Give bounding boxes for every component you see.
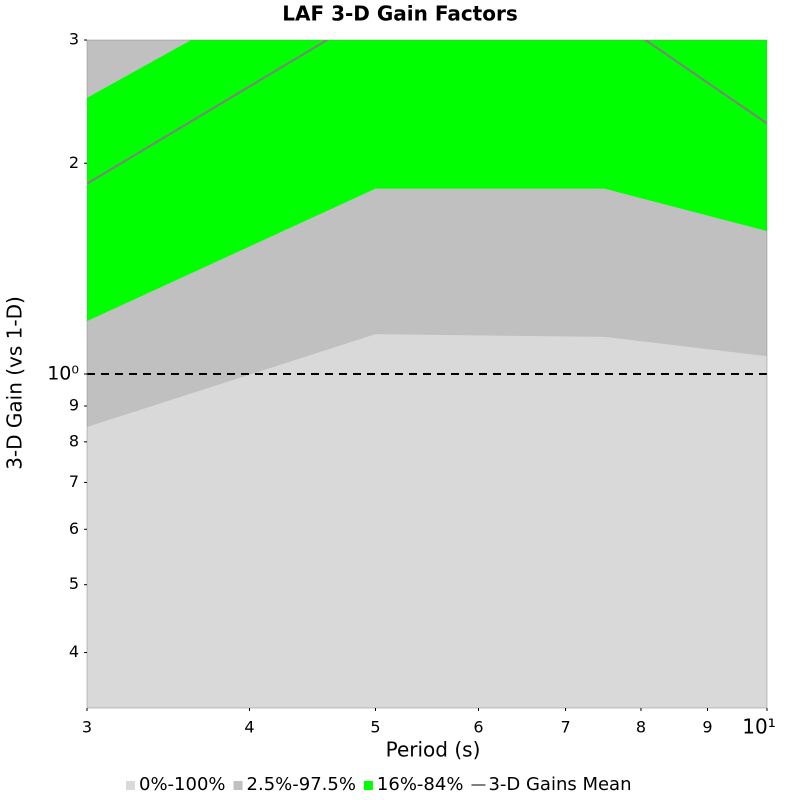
legend-swatch — [233, 781, 243, 790]
y-tick-label: 8 — [69, 431, 79, 450]
x-tick-label: 6 — [473, 718, 483, 737]
y-tick-label: 3 — [69, 30, 79, 49]
legend-swatch — [363, 781, 373, 790]
y-tick-label: 9 — [69, 396, 79, 415]
x-tick-label: 5 — [370, 718, 380, 737]
legend-label: 16%-84% — [377, 774, 464, 795]
legend-label: 3-D Gains Mean — [488, 774, 631, 795]
chart-title: LAF 3-D Gain Factors — [282, 2, 518, 26]
plot-area — [87, 40, 767, 708]
legend-label: 2.5%-97.5% — [247, 774, 356, 795]
mean-line — [87, 40, 767, 185]
y-tick-label: 5 — [69, 574, 79, 593]
legend-swatch — [126, 781, 135, 790]
x-tick-label: 10¹ — [742, 715, 775, 739]
x-tick-label: 9 — [702, 718, 712, 737]
y-tick-label: 10⁰ — [47, 362, 79, 384]
legend-label: 0%-100% — [139, 774, 226, 795]
y-axis-label: 3-D Gain (vs 1-D) — [3, 296, 27, 470]
y-tick-label: 6 — [69, 519, 79, 538]
band — [87, 40, 767, 322]
x-tick-label: 4 — [244, 718, 254, 737]
y-tick-label: 2 — [69, 153, 79, 172]
x-tick-label: 3 — [82, 718, 92, 737]
y-tick-label: 4 — [69, 642, 79, 661]
y-tick-label: 7 — [69, 472, 79, 491]
x-tick-label: 8 — [636, 718, 646, 737]
x-tick-label: 7 — [560, 718, 570, 737]
x-axis-label: Period (s) — [386, 738, 481, 762]
